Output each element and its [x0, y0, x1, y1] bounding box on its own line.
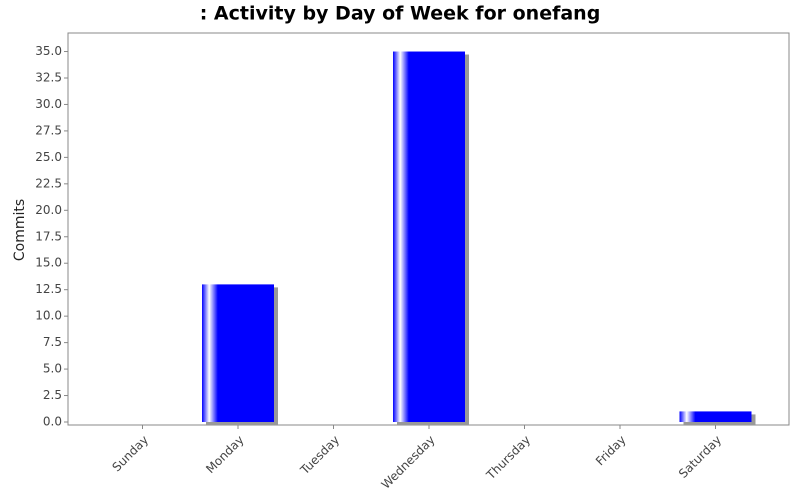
y-tick-label: 17.5 [35, 229, 62, 243]
y-tick-label: 15.0 [35, 256, 62, 270]
y-tick-label: 35.0 [35, 44, 62, 58]
y-tick-label: 7.5 [43, 335, 62, 349]
y-tick-label: 30.0 [35, 97, 62, 111]
y-axis-label: Commits [12, 199, 28, 261]
y-tick-label: 2.5 [43, 388, 62, 402]
y-tick-label: 27.5 [35, 123, 62, 137]
y-tick-label: 0.0 [43, 415, 62, 429]
y-tick-label: 10.0 [35, 309, 62, 323]
y-tick-label: 22.5 [35, 176, 62, 190]
y-tick-label: 5.0 [43, 362, 62, 376]
y-tick-label: 20.0 [35, 203, 62, 217]
bar [679, 411, 752, 422]
y-tick-label: 12.5 [35, 282, 62, 296]
y-tick-label: 25.0 [35, 150, 62, 164]
chart-title: : Activity by Day of Week for onefang [200, 3, 601, 25]
bar [202, 284, 274, 422]
y-tick-label: 32.5 [35, 70, 62, 84]
bar [393, 51, 465, 423]
